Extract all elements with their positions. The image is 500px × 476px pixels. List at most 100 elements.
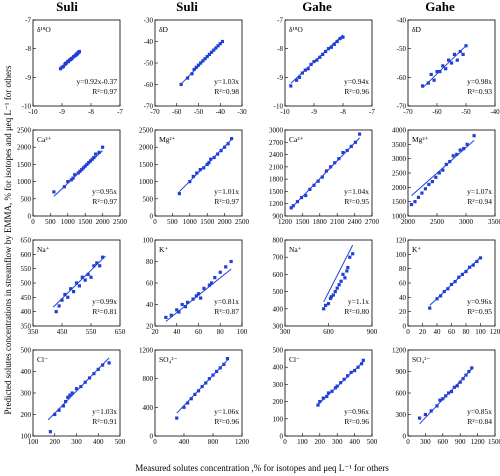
x-tick-label: 500 xyxy=(45,218,56,226)
data-point xyxy=(289,206,293,210)
data-point xyxy=(69,178,73,182)
x-tick-label: 1200 xyxy=(278,218,293,226)
data-point xyxy=(326,47,331,51)
y-tick-label: 1200 xyxy=(139,347,154,355)
x-tick-label: 450 xyxy=(57,328,68,336)
data-point xyxy=(226,142,230,146)
fit-r-squared: R²=0.98 xyxy=(214,87,239,96)
y-tick-label: 500 xyxy=(21,347,32,355)
plot-frame xyxy=(284,19,373,107)
data-point xyxy=(92,264,96,268)
data-point xyxy=(434,175,438,179)
column-header-4: Gahe xyxy=(425,0,455,14)
x-tick-label: 200 xyxy=(50,438,61,446)
x-tick-label: -7 xyxy=(369,108,375,116)
data-point xyxy=(202,166,206,170)
data-point xyxy=(70,391,74,395)
data-point xyxy=(328,296,333,301)
data-point xyxy=(101,255,105,259)
data-point xyxy=(189,397,193,401)
y-tick-label: 350 xyxy=(21,323,32,331)
scatter-panel: 0 100 200 300 400 500 0 100 200 300 400 500 Cl⁻ y=0.9… xyxy=(273,347,378,447)
y-tick-label: 2500 xyxy=(392,170,407,178)
data-point xyxy=(175,308,179,312)
data-point xyxy=(320,175,324,179)
data-point xyxy=(304,193,308,198)
y-tick-label: -40 xyxy=(144,38,154,46)
x-tick-label: 400 xyxy=(349,438,360,446)
data-point xyxy=(80,167,84,172)
data-point xyxy=(207,52,211,56)
y-tick-label: 1800 xyxy=(269,176,284,184)
data-point xyxy=(81,166,86,170)
data-point xyxy=(177,192,181,196)
y-tick-label: 300 xyxy=(21,390,32,398)
data-point xyxy=(315,58,319,62)
data-point xyxy=(345,269,349,273)
panel-label: Mg²⁺ xyxy=(159,135,176,144)
data-point xyxy=(87,161,91,165)
data-point xyxy=(85,162,89,166)
data-point xyxy=(83,380,87,384)
data-point xyxy=(470,366,474,370)
data-point xyxy=(326,302,331,306)
fit-equation: y=1.03x xyxy=(214,77,239,86)
y-tick-label: 0 xyxy=(403,433,407,441)
x-tick-label: 600 xyxy=(323,328,334,336)
y-tick-label: 800 xyxy=(143,375,154,383)
data-point xyxy=(224,265,228,269)
data-point xyxy=(200,384,204,389)
data-point xyxy=(78,169,82,173)
data-point xyxy=(478,256,483,260)
data-point xyxy=(64,400,68,404)
data-point xyxy=(77,49,81,54)
y-tick-label: 1500 xyxy=(392,198,407,206)
panel-label: Cl⁻ xyxy=(37,355,48,364)
x-tick-label: 500 xyxy=(167,218,178,226)
column-header-2: Suli xyxy=(176,0,198,14)
data-point xyxy=(435,404,439,408)
data-point xyxy=(196,292,201,296)
data-point xyxy=(353,369,357,373)
y-tick-label: -9 xyxy=(277,74,283,82)
data-point xyxy=(444,394,448,398)
data-point xyxy=(74,387,79,391)
data-point xyxy=(198,167,202,172)
data-point xyxy=(215,369,219,374)
plot-frame xyxy=(407,19,496,107)
data-point xyxy=(330,389,334,393)
fit-equation: y=0.94x xyxy=(344,77,369,86)
data-point xyxy=(335,39,339,44)
x-tick-label: 300 xyxy=(420,438,431,446)
data-point xyxy=(326,391,331,395)
x-tick-label: 300 xyxy=(332,438,343,446)
data-point xyxy=(61,64,66,69)
data-point xyxy=(79,384,83,389)
data-point xyxy=(66,180,70,184)
data-point xyxy=(338,37,342,41)
data-point xyxy=(289,84,293,88)
data-point xyxy=(297,75,302,79)
panel-label: δD xyxy=(159,25,169,34)
x-tick-label: -30 xyxy=(237,108,247,116)
data-point xyxy=(351,252,355,256)
y-tick-label: 20 xyxy=(146,323,154,331)
fit-equation: y=0.96x xyxy=(467,297,492,306)
scatter-panel: 100 200 300 400 500 100 200 300 400 500 Cl⁻ y=1.03x… xyxy=(21,347,126,447)
data-point xyxy=(342,377,346,381)
data-point xyxy=(229,259,233,264)
data-point xyxy=(188,180,192,184)
y-tick-label: 100 xyxy=(143,237,154,245)
regression-line xyxy=(323,244,354,303)
x-tick-label: 1800 xyxy=(313,218,328,226)
data-point xyxy=(441,64,445,68)
x-tick-label: 1500 xyxy=(295,218,310,226)
data-point xyxy=(183,305,188,309)
x-tick-label: 550 xyxy=(86,328,97,336)
data-point xyxy=(195,171,199,175)
data-point xyxy=(467,369,471,374)
y-tick-label: 100 xyxy=(21,433,32,441)
x-tick-label: 3000 xyxy=(459,218,474,226)
y-tick-label: 3000 xyxy=(392,155,407,163)
